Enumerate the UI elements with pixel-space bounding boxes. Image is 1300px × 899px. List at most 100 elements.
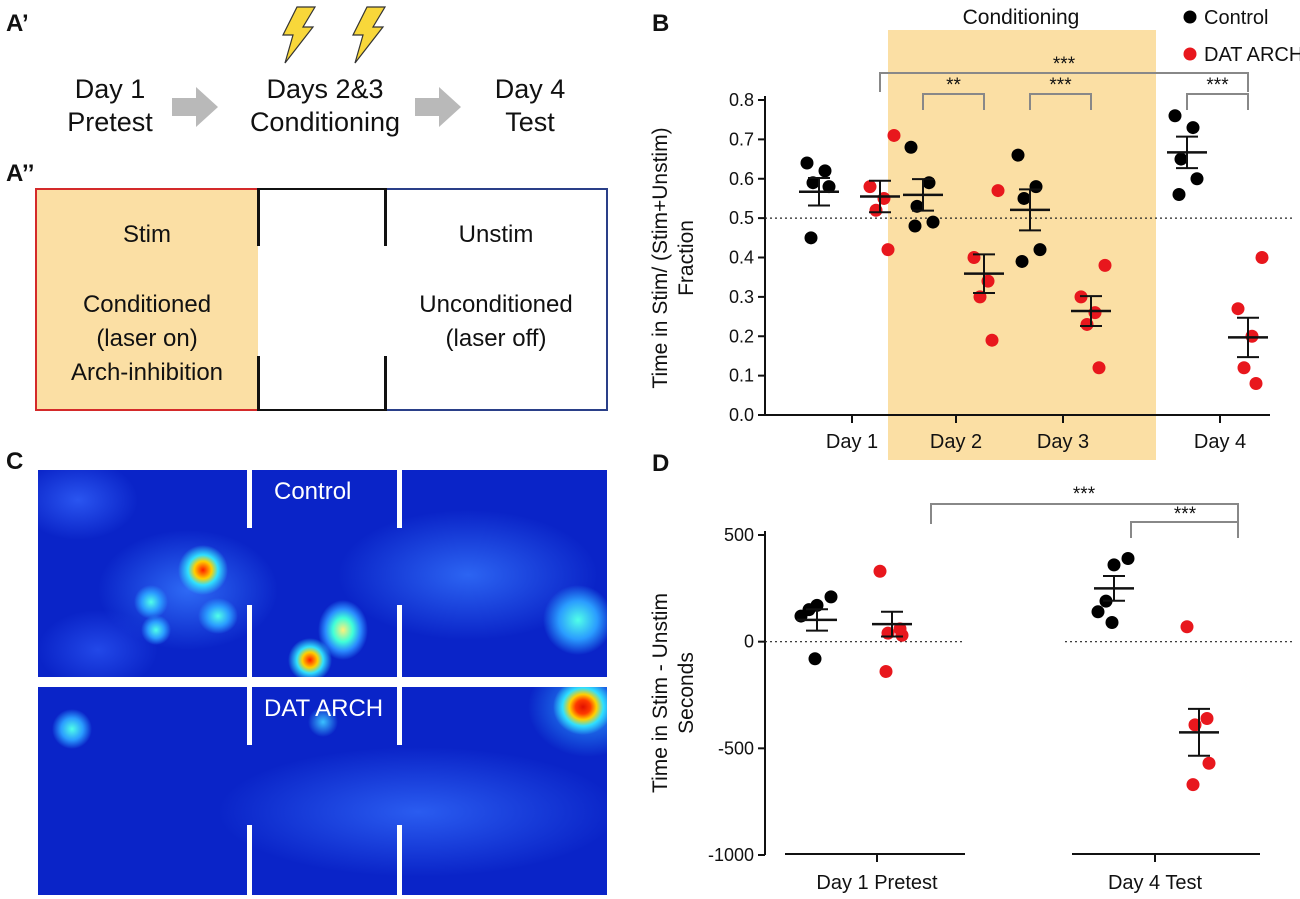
- data-point-dat-arch: [1098, 258, 1112, 272]
- arrow-right-icon: [172, 87, 218, 127]
- data-point-control: [922, 176, 936, 190]
- data-point-control: [1033, 243, 1047, 257]
- data-point-dat-arch: [881, 243, 895, 257]
- data-point-control: [910, 199, 924, 213]
- data-point-dat-arch: [1249, 377, 1263, 390]
- timeline-days23: Days 2&3 Conditioning: [230, 73, 420, 139]
- data-point-dat-arch: [1202, 756, 1216, 770]
- y-axis-label-line1: Time in Stim - Unstim: [649, 593, 672, 793]
- data-point-dat-arch: [895, 628, 909, 642]
- right-wall-top: [384, 188, 387, 246]
- data-point-dat-arch: [985, 333, 999, 347]
- data-point-control: [1107, 558, 1121, 572]
- heatmap-dat-arch: DAT ARCH: [38, 687, 607, 895]
- panel-label-a2: A’’: [6, 160, 35, 187]
- legend-marker-dat-arch: [1183, 47, 1197, 61]
- data-point-dat-arch: [1092, 361, 1106, 375]
- y-tick-label: 500: [724, 525, 754, 545]
- panel-label-a1: A’: [6, 10, 29, 37]
- timeline-day4-line2: Test: [505, 107, 555, 137]
- data-point-control: [1017, 191, 1031, 205]
- x-tick-label: Day 4: [1194, 431, 1246, 453]
- x-tick-label: Day 3: [1037, 431, 1089, 453]
- y-axis-label-line1: Time in Stim/ (Stim+Unstim): [649, 127, 672, 388]
- x-tick-label: Day 2: [930, 431, 982, 453]
- data-point-control: [800, 156, 814, 170]
- legend-label-dat-arch: DAT ARCH: [1204, 44, 1300, 66]
- data-point-dat-arch: [1180, 620, 1194, 634]
- significance-bracket: [879, 72, 1249, 92]
- y-tick-label: 0.3: [729, 287, 754, 307]
- left-wall-top: [257, 188, 260, 246]
- unstim-title: Unstim: [458, 221, 534, 248]
- y-tick-label: 0.6: [729, 169, 754, 189]
- legend-marker-control: [1183, 10, 1197, 24]
- significance-label: **: [946, 75, 961, 96]
- panel-label-c: C: [6, 448, 24, 475]
- data-point-dat-arch: [873, 564, 887, 578]
- data-point-control: [804, 231, 818, 245]
- data-point-control: [1091, 605, 1105, 619]
- arrow-right-icon: [415, 87, 461, 127]
- y-axis-label-line2: Fraction: [675, 220, 698, 296]
- hotspot: [178, 545, 228, 595]
- timeline-days23-line1: Days 2&3: [266, 74, 384, 104]
- significance-label: ***: [1049, 75, 1072, 96]
- stim-desc-line: Conditioned: [82, 291, 212, 318]
- x-tick-label: Day 1 Pretest: [816, 872, 938, 894]
- y-tick-label: 0.1: [729, 366, 754, 386]
- lightning-icon: [352, 6, 387, 64]
- data-point-control: [1029, 180, 1043, 194]
- x-tick-label: Day 4 Test: [1108, 872, 1203, 894]
- data-point-dat-arch: [1186, 778, 1200, 792]
- data-point-control: [1168, 109, 1182, 123]
- data-point-control: [1174, 152, 1188, 166]
- lightning-icon: [282, 6, 317, 64]
- data-point-control: [1190, 172, 1204, 186]
- data-point-control: [908, 219, 922, 233]
- timeline-day4: Day 4 Test: [470, 73, 590, 139]
- data-point-dat-arch: [879, 665, 893, 679]
- panel-label-d: D: [652, 450, 670, 477]
- y-tick-label: 0: [744, 632, 754, 652]
- data-point-dat-arch: [863, 180, 877, 194]
- significance-bracket: [1130, 521, 1239, 538]
- significance-bracket: [1029, 93, 1092, 110]
- data-point-control: [1172, 188, 1186, 201]
- data-point-control: [824, 590, 838, 604]
- data-point-control: [822, 180, 836, 194]
- timeline-day1: Day 1 Pretest: [50, 73, 170, 139]
- right-wall-bottom: [384, 356, 387, 411]
- significance-label: ***: [1073, 484, 1096, 505]
- data-point-dat-arch: [1255, 251, 1269, 264]
- x-tick-label: Day 1: [826, 431, 878, 453]
- panel-label-b: B: [652, 10, 670, 37]
- y-axis-label-line2: Seconds: [675, 652, 698, 734]
- heatmap-dat-arch-label: DAT ARCH: [264, 695, 384, 722]
- timeline-day4-line1: Day 4: [494, 74, 566, 104]
- left-wall-bottom: [257, 356, 260, 411]
- timeline-day1-line1: Day 1: [74, 74, 146, 104]
- chart-b: Conditioning 0.0 0.1 0.2 0.3 0.4 0.5 0.6 0.7 0.8 D…: [649, 6, 1300, 460]
- data-point-control: [1105, 615, 1119, 629]
- data-point-dat-arch: [1237, 361, 1251, 375]
- y-tick-label: -1000: [708, 845, 754, 865]
- data-point-control: [1015, 254, 1029, 268]
- y-tick-label: 0.4: [729, 248, 754, 268]
- data-point-control: [1186, 121, 1200, 135]
- significance-bracket: [922, 93, 985, 110]
- data-point-control: [806, 176, 820, 190]
- y-tick-label: 0.2: [729, 326, 754, 346]
- timeline-days23-line2: Conditioning: [249, 107, 401, 137]
- conditioning-band-label: Conditioning: [963, 6, 1080, 29]
- data-point-control: [808, 652, 822, 666]
- significance-label: ***: [1206, 75, 1229, 96]
- data-point-control: [1121, 551, 1135, 565]
- heatmap-control-label: Control: [274, 478, 352, 505]
- unstim-description: Unconditioned (laser off): [386, 288, 606, 356]
- y-tick-label: 0.5: [729, 208, 754, 228]
- significance-label: ***: [1174, 504, 1197, 525]
- stim-desc-line: (laser on): [96, 325, 198, 352]
- data-point-dat-arch: [887, 128, 901, 142]
- hotspot: [553, 687, 607, 735]
